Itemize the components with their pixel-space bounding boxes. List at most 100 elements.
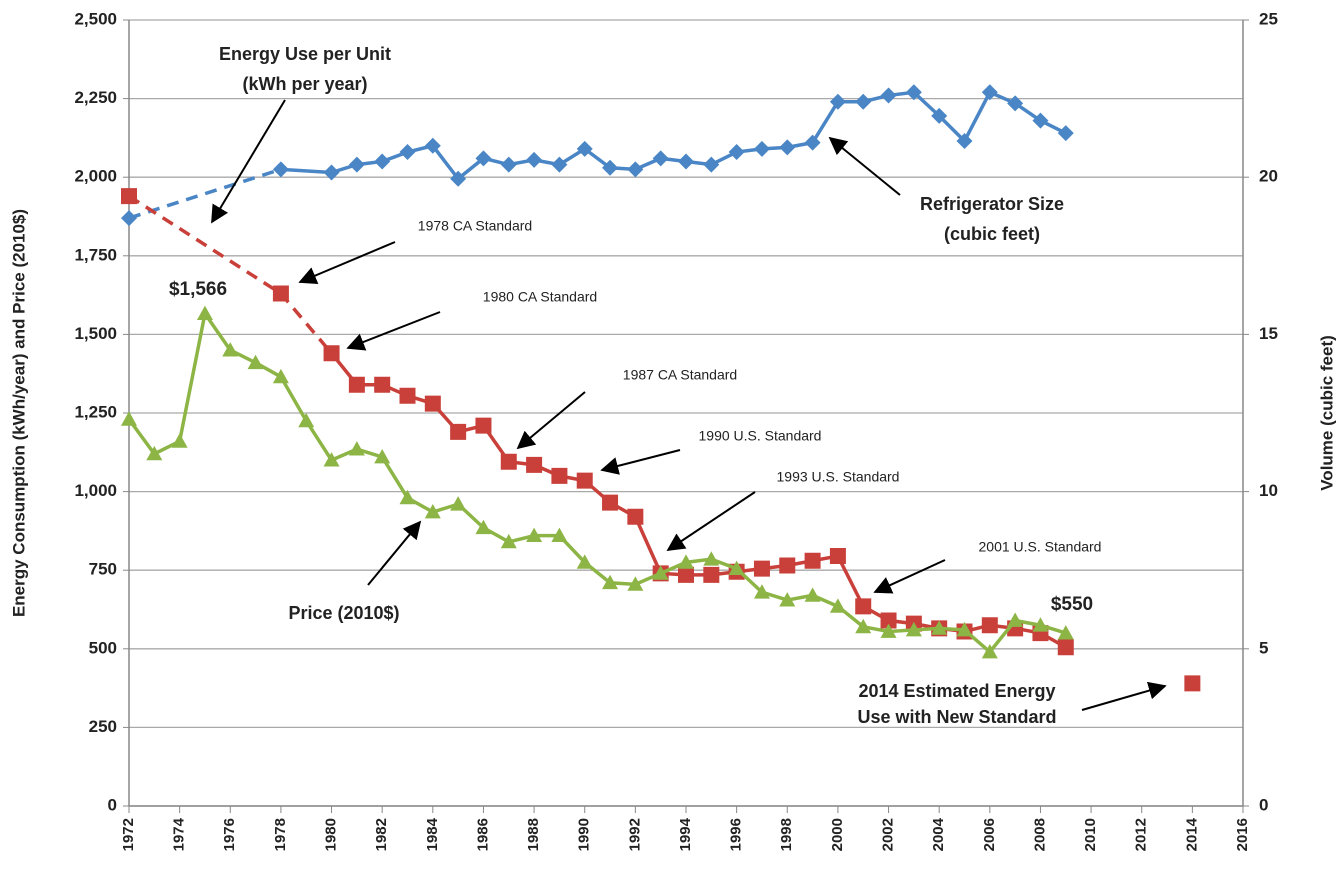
triangle-marker (931, 620, 948, 635)
annotation-arrow (346, 311, 441, 351)
series-line (128, 194, 333, 355)
diamond-marker (1032, 112, 1049, 129)
diamond-marker (424, 137, 441, 154)
triangle-marker (981, 643, 998, 659)
x-tick-label: 2006 (981, 818, 998, 851)
triangle-marker (703, 551, 720, 566)
triangle-marker (1007, 612, 1024, 627)
series-line (128, 167, 282, 220)
diamond-marker (728, 144, 745, 161)
annotation: $550 (1051, 594, 1093, 615)
diamond-marker (652, 150, 669, 167)
annotation-arrow (1081, 681, 1167, 711)
square-marker (399, 387, 416, 404)
square-marker (551, 467, 568, 484)
square-marker (526, 456, 543, 473)
y-tick-label: 2,250 (74, 88, 117, 107)
triangle-marker (602, 574, 619, 590)
x-tick-label: 2002 (880, 818, 897, 851)
triangle-marker (450, 496, 467, 511)
square-marker (703, 566, 720, 583)
x-tick-label: 1978 (272, 818, 289, 851)
triangle-marker (956, 621, 973, 637)
annotation-arrow (516, 391, 586, 450)
diamond-marker (576, 140, 593, 157)
triangle-marker (526, 527, 543, 543)
x-tick-label: 1982 (373, 818, 390, 851)
diamond-marker (1057, 125, 1074, 142)
square-marker (829, 548, 846, 565)
square-marker (627, 508, 644, 525)
diamond-marker (374, 153, 391, 170)
diamond-marker (855, 93, 872, 110)
triangle-marker (424, 504, 441, 519)
y2-tick-label: 10 (1259, 481, 1278, 500)
square-marker (323, 345, 340, 362)
diamond-marker (703, 156, 720, 173)
annotation-arrow (828, 136, 901, 196)
diamond-marker (348, 156, 365, 173)
triangle-marker (272, 368, 289, 384)
annotation: 1980 CA Standard (483, 289, 597, 305)
triangle-marker (753, 584, 770, 599)
diamond-marker (602, 159, 619, 176)
y-tick-label: 1,500 (74, 324, 117, 343)
square-marker (450, 423, 467, 440)
triangle-marker (627, 576, 644, 591)
annotation: Energy Use per Unit (219, 44, 391, 64)
square-marker (348, 376, 365, 393)
diamond-marker (323, 164, 340, 181)
triangle-marker (855, 618, 872, 634)
square-marker (374, 376, 391, 393)
annotation-arrow (367, 520, 422, 586)
annotation: 2001 U.S. Standard (979, 539, 1102, 555)
square-marker (804, 552, 821, 569)
triangle-marker (829, 598, 846, 613)
diamond-marker (753, 140, 770, 157)
annotation: 1990 U.S. Standard (699, 428, 822, 444)
triangle-marker (905, 621, 922, 637)
square-marker (121, 188, 137, 205)
annotation-arrow (298, 241, 396, 285)
square-marker (475, 417, 492, 434)
y-tick-label: 1,250 (74, 402, 117, 421)
y-tick-label: 2,000 (74, 167, 117, 186)
square-marker (753, 560, 770, 577)
square-marker (678, 566, 694, 583)
triangle-marker (298, 412, 315, 428)
triangle-marker (348, 441, 365, 456)
triangle-marker (551, 527, 568, 543)
triangle-marker (678, 554, 694, 569)
annotation: $1,566 (169, 279, 227, 300)
diamond-marker (627, 161, 644, 178)
triangle-marker (576, 554, 593, 569)
triangle-marker (804, 587, 821, 602)
diamond-marker (526, 151, 543, 168)
square-marker (424, 395, 441, 412)
diamond-marker (1007, 95, 1024, 112)
series-line (127, 309, 1067, 655)
annotation-arrow (873, 559, 946, 594)
x-tick-label: 2014 (1183, 817, 1200, 851)
diamond-marker (121, 210, 137, 227)
diamond-marker (500, 156, 517, 173)
x-tick-label: 2004 (930, 817, 947, 851)
y-tick-label: 0 (108, 795, 117, 814)
x-tick-label: 2008 (1031, 818, 1048, 851)
x-tick-label: 1996 (728, 818, 745, 851)
x-tick-label: 2010 (1082, 818, 1099, 851)
triangle-marker (500, 533, 517, 549)
triangle-marker (779, 592, 796, 607)
square-marker (880, 612, 897, 629)
y2-tick-label: 15 (1259, 324, 1278, 343)
diamond-marker (779, 139, 796, 156)
triangle-marker (171, 433, 188, 448)
diamond-marker (272, 161, 289, 178)
square-marker (1184, 675, 1201, 692)
square-marker (272, 285, 289, 302)
triangle-marker (475, 519, 492, 535)
diamond-marker (905, 84, 922, 101)
annotation: 1978 CA Standard (418, 218, 532, 234)
x-tick-label: 1986 (474, 818, 491, 851)
